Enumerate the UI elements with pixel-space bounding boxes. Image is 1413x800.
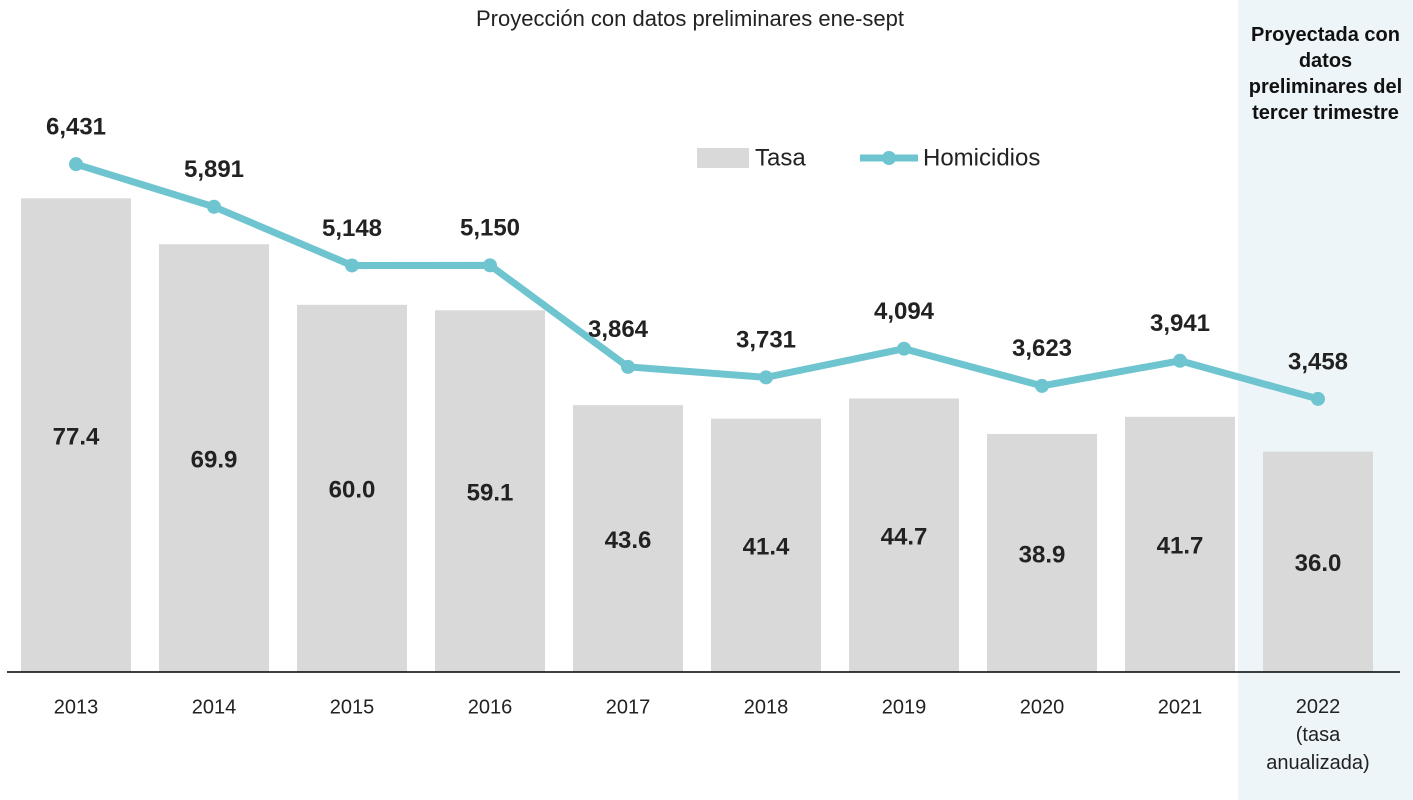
line-value-label: 5,148	[322, 215, 382, 242]
x-tick-label: 2018	[744, 696, 789, 718]
x-tick-label: 2015	[330, 696, 375, 718]
bar	[1263, 451, 1373, 672]
bar	[849, 398, 959, 672]
bar-value-label: 41.4	[743, 534, 790, 561]
x-tick-label: 2014	[192, 696, 237, 718]
x-tick-label: 2022 (tasa anualizada)	[1266, 696, 1369, 774]
line-point	[897, 341, 911, 356]
bar	[1125, 416, 1235, 672]
legend-swatch-dot	[882, 151, 896, 165]
x-tick-label: 2021	[1158, 696, 1203, 718]
line-point	[69, 157, 83, 172]
line-point	[1035, 378, 1049, 393]
line-value-label: 3,623	[1012, 335, 1072, 362]
legend-label: Homicidios	[923, 144, 1040, 171]
annotation: Proyectada con datos preliminares del te…	[1248, 24, 1403, 124]
legend-swatch	[697, 148, 749, 168]
x-tick-label: 2017	[606, 696, 651, 718]
line-point	[345, 258, 359, 273]
x-tick-label: 2013	[54, 696, 99, 718]
bar	[159, 244, 269, 672]
line-value-label: 3,941	[1150, 310, 1210, 337]
bar	[435, 310, 545, 672]
x-tick-label: 2016	[468, 696, 513, 718]
bar-value-label: 44.7	[881, 524, 928, 551]
line-point	[207, 199, 221, 214]
bar	[21, 198, 131, 672]
chart-title: Proyección con datos preliminares ene-se…	[476, 6, 904, 31]
bar-value-label: 43.6	[605, 527, 652, 554]
bar-value-label: 38.9	[1019, 541, 1066, 568]
bar-value-label: 36.0	[1295, 550, 1342, 577]
line-value-label: 3,458	[1288, 348, 1348, 375]
line-value-label: 4,094	[874, 298, 935, 325]
line-value-label: 5,150	[460, 215, 520, 242]
bar-value-label: 60.0	[329, 477, 376, 504]
bar-value-label: 69.9	[191, 446, 238, 473]
line-value-label: 3,864	[588, 316, 649, 343]
bar-value-label: 41.7	[1157, 533, 1204, 560]
bar	[711, 418, 821, 672]
x-tick-line: 2022	[1296, 696, 1341, 718]
line-point	[621, 359, 635, 374]
bar	[297, 304, 407, 672]
line-point	[483, 258, 497, 273]
x-tick-label: 2019	[882, 696, 927, 718]
bar-value-label: 77.4	[53, 423, 100, 450]
line-point	[759, 370, 773, 385]
bar-value-label: 59.1	[467, 479, 514, 506]
line-point	[1311, 391, 1325, 406]
line	[74, 160, 1319, 403]
x-tick-label: 2020	[1020, 696, 1065, 718]
line-value-label: 3,731	[736, 327, 796, 354]
line-point	[1173, 353, 1187, 368]
bar	[573, 405, 683, 672]
bar	[987, 433, 1097, 672]
x-tick-line: (tasa	[1296, 724, 1341, 746]
legend-label: Tasa	[755, 144, 806, 171]
x-tick-line: anualizada)	[1266, 752, 1369, 774]
line-value-label: 5,891	[184, 156, 244, 183]
line-value-label: 6,431	[46, 114, 106, 141]
